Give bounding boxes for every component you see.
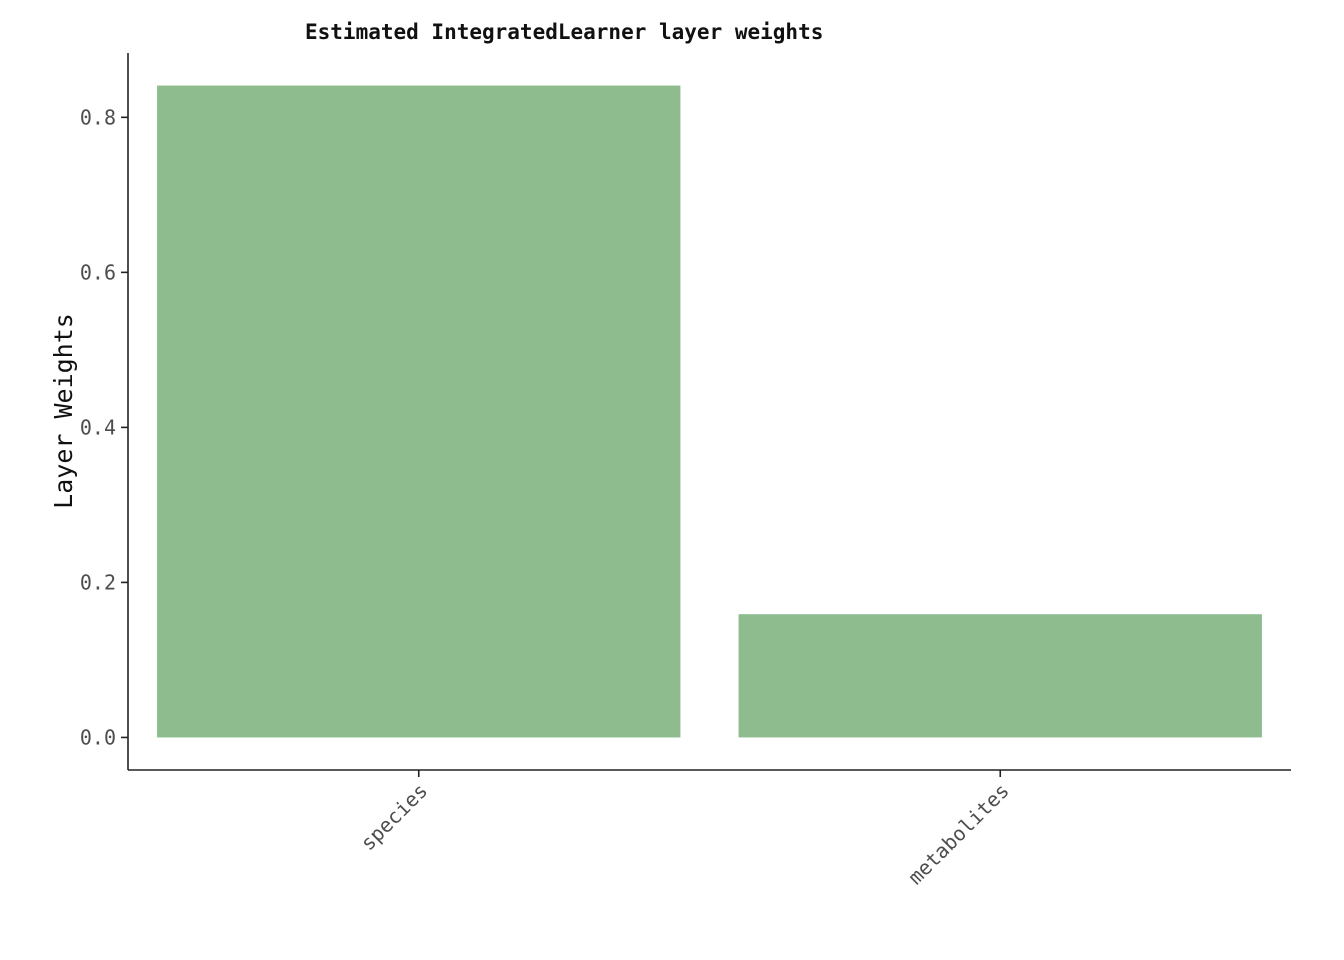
x-tick-label-metabolites: metabolites bbox=[903, 779, 1014, 890]
y-tick-label: 0.2 bbox=[80, 570, 116, 594]
y-tick-label: 0.8 bbox=[80, 105, 116, 129]
x-axis: species metabolites bbox=[128, 769, 1291, 890]
bars-group bbox=[157, 85, 1262, 738]
y-tick-label: 0.4 bbox=[80, 415, 116, 439]
y-axis: 0.0 0.2 0.4 0.6 0.8 bbox=[80, 53, 129, 770]
y-axis-title: Layer Weights bbox=[49, 313, 78, 509]
y-tick-label: 0.0 bbox=[80, 725, 116, 749]
bar-metabolites bbox=[738, 614, 1262, 738]
bar-species bbox=[157, 85, 681, 738]
y-tick-label: 0.6 bbox=[80, 260, 116, 284]
chart-title: Estimated IntegratedLearner layer weight… bbox=[305, 20, 823, 44]
x-tick-label-species: species bbox=[356, 779, 433, 856]
